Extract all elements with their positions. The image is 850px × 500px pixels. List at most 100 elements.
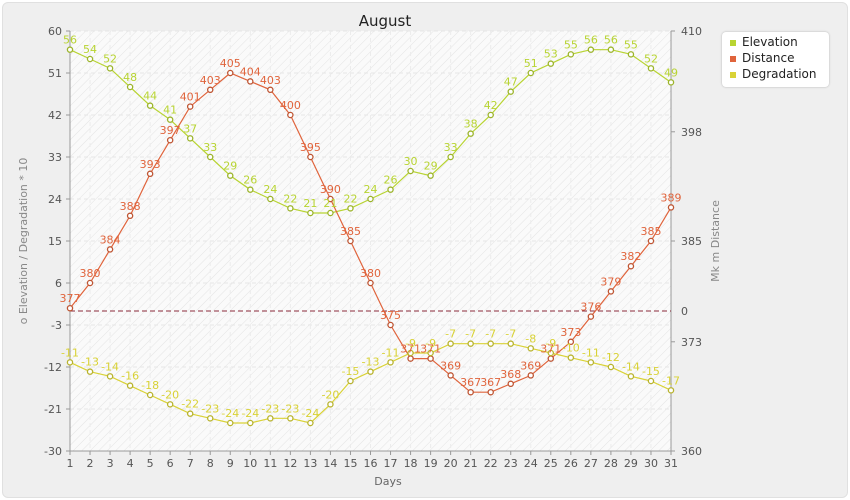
distance-data-label: 393 (140, 158, 161, 171)
left-tick-label: -21 (44, 403, 62, 416)
elevation-data-label: 21 (323, 197, 337, 210)
degradation-point (607, 363, 615, 371)
degradation-data-label: -22 (181, 398, 199, 411)
degradation-data-label: -11 (582, 346, 600, 359)
distance-point (407, 355, 414, 362)
distance-data-label: 368 (500, 368, 521, 381)
elevation-point (667, 79, 675, 86)
degradation-data-label: -7 (485, 328, 496, 341)
degradation-data-label: -18 (141, 379, 159, 392)
elevation-data-label: 29 (223, 160, 237, 173)
distance-data-label: 385 (340, 225, 361, 238)
x-tick-label: 9 (227, 457, 234, 470)
degradation-point (106, 373, 114, 380)
distance-data-label: 397 (160, 124, 181, 137)
elevation-data-label: 41 (163, 104, 177, 117)
degradation-data-label: -11 (382, 346, 400, 359)
x-tick-label: 10 (243, 457, 257, 470)
distance-data-label: 405 (220, 57, 241, 70)
left-tick-label: 60 (48, 25, 62, 38)
distance-data-label: 375 (380, 309, 401, 322)
distance-point (607, 288, 615, 295)
x-tick-label: 26 (564, 457, 578, 470)
elevation-data-label: 22 (343, 192, 357, 205)
x-tick-label: 19 (424, 457, 438, 470)
x-tick-label: 11 (263, 457, 277, 470)
elevation-data-label: 55 (624, 38, 638, 51)
right-tick-label: 398 (681, 126, 702, 139)
degradation-point (247, 419, 254, 427)
distance-data-label: 379 (600, 275, 621, 288)
distance-data-label: 367 (460, 376, 481, 389)
distance-data-label: 376 (580, 301, 601, 314)
distance-data-label: 380 (80, 267, 101, 280)
legend-swatch-elevation (730, 40, 736, 46)
x-tick-label: 25 (544, 457, 558, 470)
x-tick-label: 5 (147, 457, 154, 470)
distance-point (487, 388, 494, 396)
legend-label-degradation: Degradation (742, 67, 817, 81)
x-tick-label: 27 (584, 457, 598, 470)
degradation-point (507, 340, 514, 347)
elevation-data-label: 56 (584, 34, 598, 47)
distance-data-label: 390 (320, 183, 341, 196)
elevation-data-label: 53 (544, 48, 558, 61)
elevation-point (146, 102, 154, 109)
degradation-point (166, 401, 174, 408)
distance-point (547, 355, 555, 362)
distance-point (327, 195, 334, 203)
elevation-point (367, 195, 374, 203)
left-tick-label: -30 (44, 445, 62, 458)
distance-data-label: 382 (620, 250, 641, 263)
distance-point (106, 246, 114, 253)
elevation-data-label: 49 (664, 66, 678, 79)
right-tick-label: 360 (681, 445, 702, 458)
degradation-point (86, 368, 94, 375)
x-tick-label: 14 (323, 457, 337, 470)
elevation-data-label: 22 (283, 192, 297, 205)
distance-point (387, 321, 394, 329)
elevation-data-label: 26 (384, 174, 398, 187)
degradation-data-label: -14 (622, 360, 640, 373)
right-tick-label: 410 (681, 25, 702, 38)
degradation-data-label: -9 (425, 337, 436, 350)
left-tick-label: -12 (44, 361, 62, 374)
distance-data-label: 380 (360, 267, 381, 280)
elevation-data-label: 55 (564, 38, 578, 51)
data-labels: 56 54 52 48 44 41 37 33 29 26 24 22 21 21 22 24 26 30 29 33… (60, 34, 682, 420)
elevation-point (387, 186, 394, 193)
degradation-data-label: -7 (505, 328, 516, 341)
distance-data-label: 369 (440, 359, 461, 372)
distance-data-label: 371 (420, 343, 441, 356)
distance-point (227, 69, 234, 77)
degradation-point (146, 391, 154, 399)
degradation-data-label: -10 (562, 342, 580, 355)
elevation-data-label: 33 (444, 141, 458, 154)
distance-data-label: 389 (661, 191, 682, 204)
degradation-data-label: -7 (445, 328, 456, 341)
elevation-data-label: 30 (404, 155, 418, 168)
degradation-point (567, 354, 575, 361)
distance-point (567, 338, 575, 346)
degradation-point (287, 415, 294, 422)
degradation-data-label: -17 (662, 374, 680, 387)
x-tick-label: 8 (207, 457, 214, 470)
degradation-point (527, 345, 535, 352)
elevation-data-label: 56 (604, 34, 618, 47)
distance-point (627, 262, 635, 270)
elevation-point (66, 46, 74, 53)
left-tick-label: 6 (55, 277, 62, 290)
x-tick-label: 4 (127, 457, 134, 470)
elevation-data-label: 56 (63, 34, 77, 47)
degradation-data-label: -7 (465, 328, 476, 341)
elevation-point (267, 195, 274, 203)
x-tick-label: 6 (167, 457, 174, 470)
elevation-point (567, 51, 575, 58)
x-tick-label: 18 (404, 457, 418, 470)
degradation-data-label: -23 (281, 402, 299, 415)
degradation-point (267, 415, 274, 422)
right-tick-label: 385 (681, 235, 702, 248)
degradation-data-label: -13 (81, 356, 99, 369)
degradation-point (667, 387, 675, 394)
degradation-data-label: -11 (61, 346, 79, 359)
